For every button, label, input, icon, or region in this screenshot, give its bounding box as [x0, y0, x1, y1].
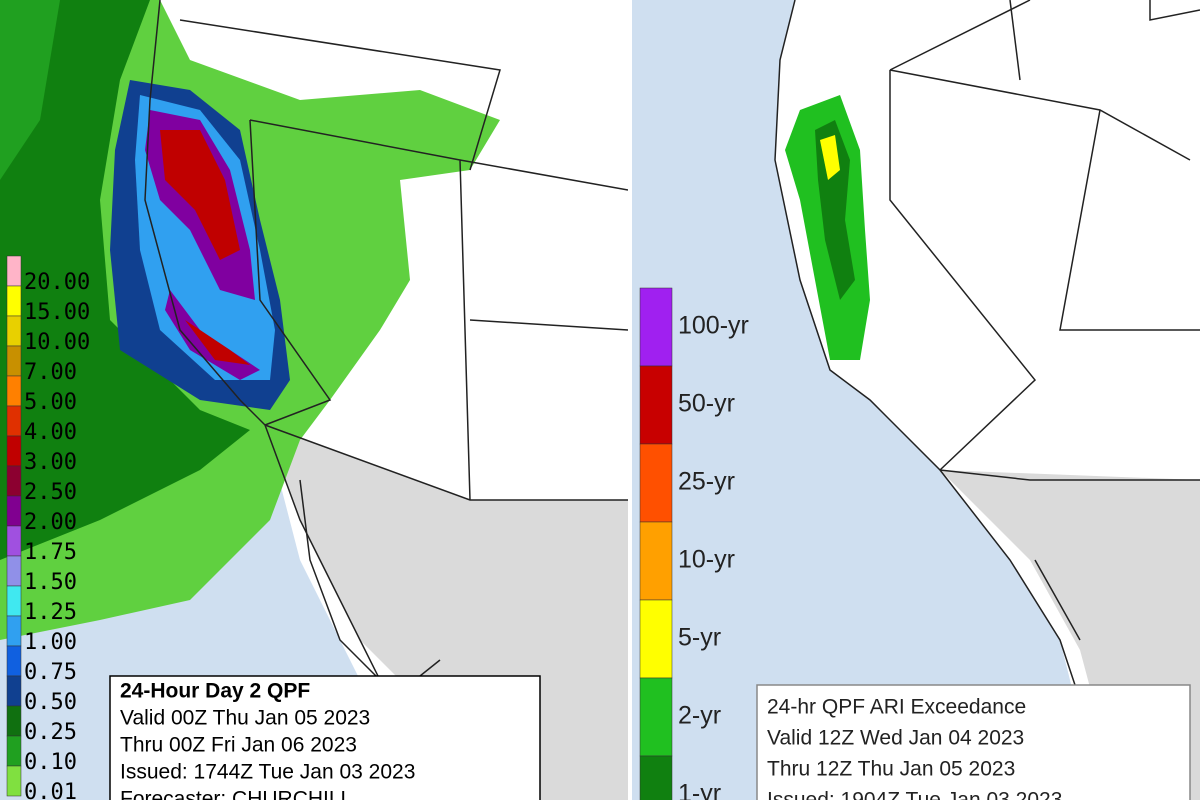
info-line: Valid 12Z Wed Jan 04 2023: [767, 727, 1024, 750]
legend-swatch: [639, 599, 673, 679]
legend-swatch: [6, 255, 22, 287]
legend-swatch: [639, 287, 673, 367]
right-map: [632, 0, 1200, 800]
legend-swatch: [639, 755, 673, 800]
legend-swatch: [6, 705, 22, 737]
legend-label: 2-yr: [678, 702, 721, 730]
legend: 20.00 15.00 10.00 7.00 5.00 4.00 3.00 2.50 2.00 1…: [6, 255, 90, 800]
legend-label: 7.00: [24, 360, 77, 385]
info-box: [756, 684, 1191, 800]
legend-label: 0.25: [24, 720, 77, 745]
legend-label: 0.10: [24, 750, 77, 775]
legend-swatch: [6, 645, 22, 677]
info-line: Issued: 1744Z Tue Jan 03 2023: [120, 761, 415, 784]
legend-swatch: [6, 615, 22, 647]
info-box: [109, 675, 541, 800]
legend-swatch: [6, 525, 22, 557]
legend-swatch: [639, 365, 673, 445]
legend-swatch: [6, 315, 22, 347]
legend-label: 1.75: [24, 540, 77, 565]
legend-swatch: [6, 345, 22, 377]
legend-label: 10-yr: [678, 546, 735, 574]
legend-label: 50-yr: [678, 390, 735, 418]
info-line: Forecaster: CHURCHILL: [120, 788, 352, 800]
info-line: Issued: 1904Z Tue Jan 03 2023: [767, 789, 1062, 800]
info-title: 24-Hour Day 2 QPF: [120, 680, 310, 703]
legend-label: 1.50: [24, 570, 77, 595]
legend-label: 5.00: [24, 390, 77, 415]
legend-label: 1-yr: [678, 780, 721, 800]
legend-swatch: [6, 735, 22, 767]
info-line: Thru 12Z Thu Jan 05 2023: [767, 758, 1015, 781]
legend-label: 4.00: [24, 420, 77, 445]
info-text: 24-Hour Day 2 QPF Valid 00Z Thu Jan 05 20…: [120, 680, 415, 800]
legend-swatch: [6, 465, 22, 497]
legend-label: 1.00: [24, 630, 77, 655]
legend-swatch: [639, 677, 673, 757]
legend: 100-yr 50-yr 25-yr 10-yr 5-yr 2-yr 1-yr: [639, 287, 749, 800]
legend-label: 0.75: [24, 660, 77, 685]
legend-swatch: [6, 765, 22, 797]
legend-swatch: [6, 585, 22, 617]
legend-label: 20.00: [24, 270, 90, 295]
legend-label: 100-yr: [678, 312, 749, 340]
legend-label: 0.01: [24, 780, 77, 800]
legend-swatch: [639, 521, 673, 601]
legend-swatch: [6, 675, 22, 707]
legend-swatch: [6, 435, 22, 467]
info-line: Thru 00Z Fri Jan 06 2023: [120, 734, 357, 757]
legend-label: 15.00: [24, 300, 90, 325]
legend-label: 25-yr: [678, 468, 735, 496]
info-title: 24-hr QPF ARI Exceedance: [767, 696, 1026, 719]
legend-label: 3.00: [24, 450, 77, 475]
legend-swatch: [6, 285, 22, 317]
legend-label: 2.00: [24, 510, 77, 535]
legend-label: 10.00: [24, 330, 90, 355]
info-text: 24-hr QPF ARI Exceedance Valid 12Z Wed Ja…: [767, 696, 1062, 800]
legend-swatch: [6, 375, 22, 407]
legend-label: 1.25: [24, 600, 77, 625]
legend-label: 0.50: [24, 690, 77, 715]
legend-swatch: [639, 443, 673, 523]
legend-swatch: [6, 405, 22, 437]
legend-swatch: [6, 555, 22, 587]
legend-label: 2.50: [24, 480, 77, 505]
legend-label: 5-yr: [678, 624, 721, 652]
legend-swatch: [6, 495, 22, 527]
info-line: Valid 00Z Thu Jan 05 2023: [120, 707, 370, 730]
